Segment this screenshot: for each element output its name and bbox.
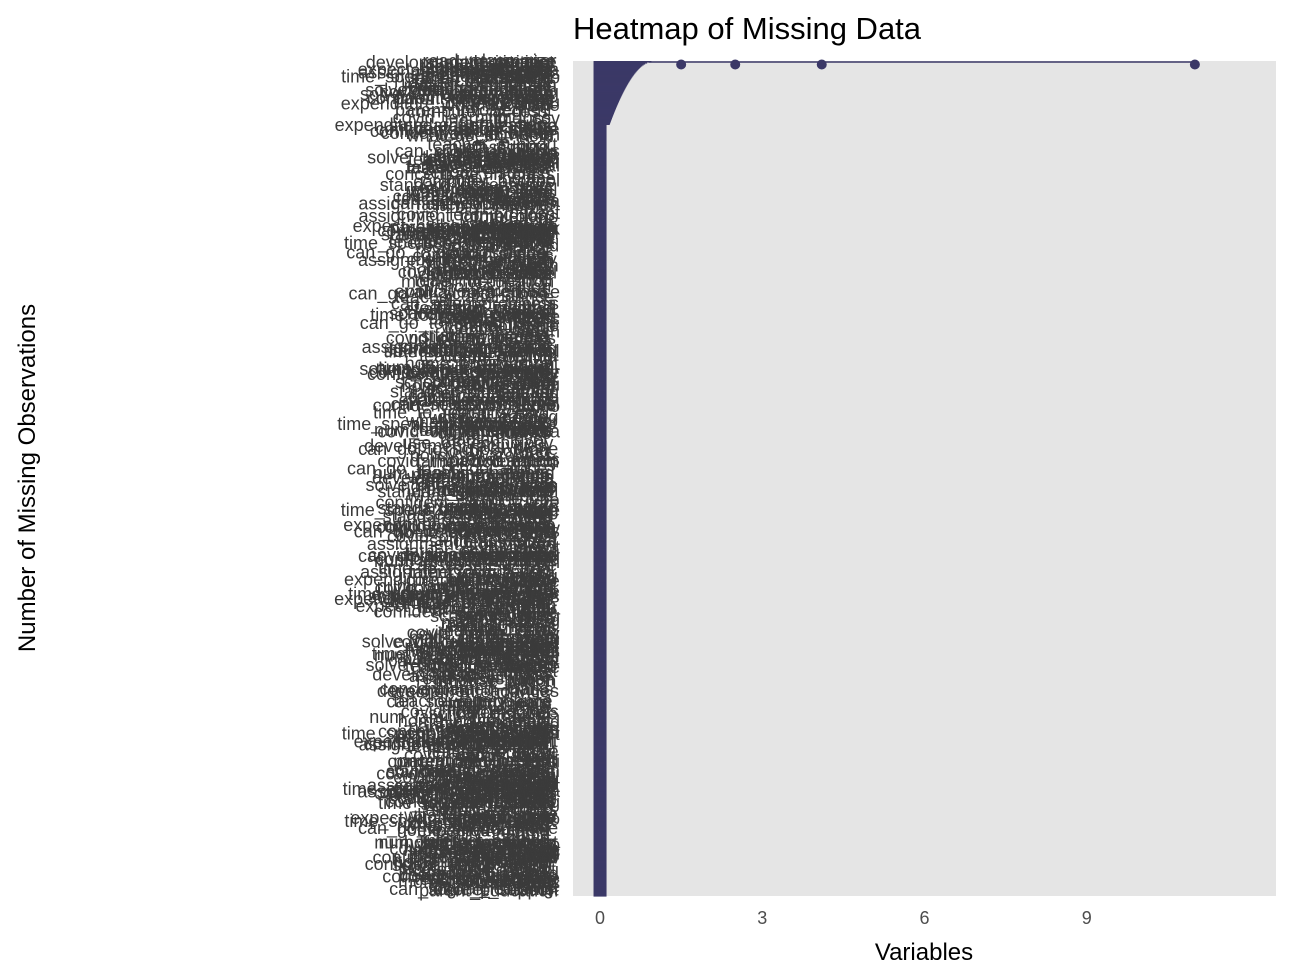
- variable-label: work: [521, 219, 561, 239]
- variable-label: fami: [526, 752, 560, 772]
- variable-label: teach: [516, 321, 560, 341]
- variable-label: can_go_to_school_alone: [349, 283, 549, 304]
- variable-label: rea: [534, 422, 561, 442]
- x-tick-label: 6: [919, 908, 929, 928]
- variable-label: develo: [507, 809, 560, 829]
- x-tick-label: 0: [595, 908, 605, 928]
- variable-label: prope: [514, 500, 560, 520]
- variable-label: can_go: [501, 68, 560, 89]
- outlier-point: [1190, 60, 1200, 70]
- y-axis-title: Number of Missing Observations: [14, 304, 41, 652]
- x-axis-ticks: 0 3 6 9: [595, 908, 1092, 928]
- variable-label: covid_online_classes: [377, 422, 547, 443]
- variable-label: math: [520, 629, 560, 649]
- variable-label: asse: [522, 876, 560, 896]
- variable-label: math_: [510, 595, 561, 616]
- variable-label: schoo: [512, 396, 560, 416]
- variable-label: hin: [536, 722, 560, 742]
- x-axis-title: Variables: [875, 939, 973, 966]
- chart-title: Heatmap of Missing Data: [573, 11, 922, 46]
- variable-label: covid_on: [488, 124, 560, 145]
- variable-label: parent_education: [411, 465, 550, 486]
- plot-panel: [573, 61, 1276, 896]
- variable-label: standard_of_learning: [388, 338, 557, 359]
- variable-label: use: [531, 282, 560, 302]
- variable-label: evalua: [507, 781, 561, 801]
- variable-label: cov: [532, 848, 560, 868]
- variable-label: policy: [514, 518, 560, 538]
- variable-label: solve_difficu: [461, 375, 560, 396]
- variable-labels-layer: class_sizehindi_writingfamily_incomeiden…: [334, 51, 561, 902]
- missing-count-bar: [594, 895, 607, 897]
- x-tick-label: 9: [1082, 908, 1092, 928]
- outlier-point: [730, 60, 740, 70]
- outlier-point: [676, 60, 686, 70]
- outlier-point: [817, 60, 827, 70]
- variable-label: school: [508, 170, 560, 190]
- variable-label: num: [525, 552, 560, 572]
- variable-label: inhouse: [497, 657, 560, 677]
- x-tick-label: 3: [757, 908, 767, 928]
